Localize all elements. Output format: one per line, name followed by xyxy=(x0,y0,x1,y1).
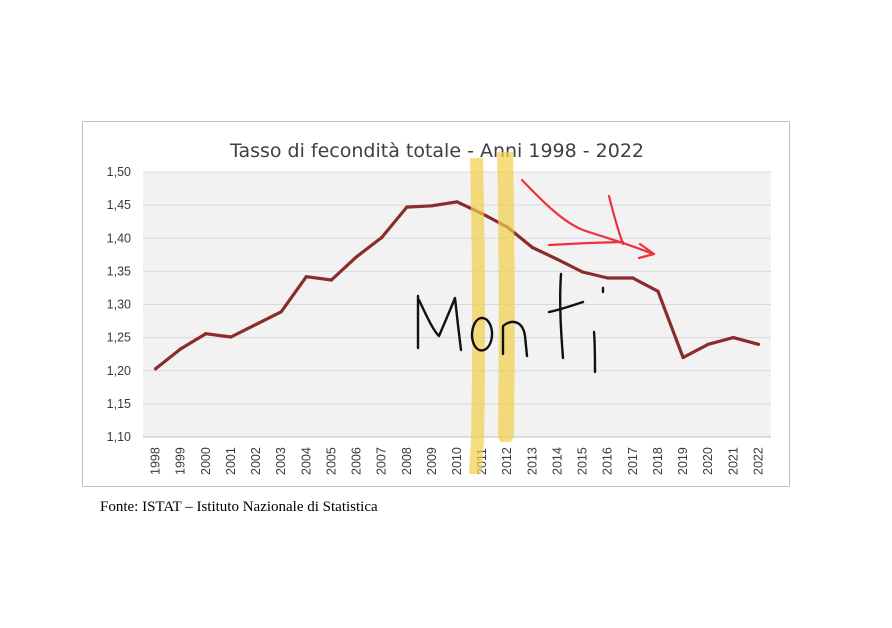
y-tick-label: 1,20 xyxy=(107,364,131,378)
x-tick-label: 1998 xyxy=(149,447,163,475)
handwritten-monti-stroke xyxy=(558,272,565,360)
chart-frame: 1,10 1,15 1,20 1,25 1,30 1,35 1,40 1,45 1,50 199… xyxy=(82,121,790,487)
highlight-stroke-2012 xyxy=(497,152,515,442)
y-tick-label: 1,30 xyxy=(107,298,131,312)
data-point xyxy=(530,245,534,250)
red-arrow-stroke xyxy=(607,194,625,246)
gridlines xyxy=(143,171,771,438)
data-point xyxy=(455,200,459,204)
x-tick-label: 2000 xyxy=(199,447,213,475)
x-tick-label: 2022 xyxy=(751,447,765,475)
data-point xyxy=(229,335,233,339)
handwritten-monti-stroke xyxy=(592,330,597,374)
handwritten-monti-stroke xyxy=(417,296,463,352)
x-tick-label: 2020 xyxy=(701,447,715,475)
data-point xyxy=(681,355,685,360)
y-tick-label: 1,35 xyxy=(107,264,131,278)
handwritten-annotations xyxy=(416,152,656,474)
x-tick-label: 2017 xyxy=(626,447,640,475)
x-tick-label: 2021 xyxy=(726,447,740,475)
x-tick-label: 2014 xyxy=(550,447,564,475)
red-arrow-stroke xyxy=(547,240,625,247)
x-tick-label: 2001 xyxy=(224,447,238,475)
data-point xyxy=(380,235,384,240)
y-tick-labels: 1,10 1,15 1,20 1,25 1,30 1,35 1,40 1,45 1,50 xyxy=(107,165,131,444)
data-point xyxy=(405,205,409,209)
x-tick-label: 2018 xyxy=(651,447,665,475)
y-tick-label: 1,25 xyxy=(107,331,131,345)
x-tick-label: 2015 xyxy=(576,447,590,475)
y-tick-label: 1,10 xyxy=(107,430,131,444)
data-point xyxy=(555,257,560,262)
data-point xyxy=(706,342,710,346)
x-tick-label: 2009 xyxy=(425,447,439,475)
x-tick-label: 2003 xyxy=(274,447,288,475)
data-point xyxy=(631,276,635,280)
y-tick-label: 1,40 xyxy=(107,231,131,245)
x-tick-label: 2013 xyxy=(525,447,539,475)
data-point xyxy=(354,255,359,259)
x-tick-label: 2007 xyxy=(375,447,389,475)
x-tick-label: 2006 xyxy=(350,447,364,475)
y-tick-label: 1,50 xyxy=(107,165,131,179)
data-point xyxy=(254,322,258,326)
x-tick-label: 2010 xyxy=(450,447,464,475)
x-tick-label: 1999 xyxy=(174,447,188,475)
x-tick-label: 2012 xyxy=(500,447,514,475)
handwritten-monti-stroke xyxy=(547,300,585,314)
data-point xyxy=(756,342,761,346)
data-point xyxy=(304,275,308,279)
y-tick-label: 1,45 xyxy=(107,198,131,212)
data-point xyxy=(606,276,610,280)
x-tick-label: 2002 xyxy=(249,447,263,475)
x-tick-labels: 1998 1999 2000 2001 2002 2003 2004 2005 2006 2007… xyxy=(149,447,766,475)
y-tick-label: 1,15 xyxy=(107,397,131,411)
x-tick-label: 2004 xyxy=(299,447,313,475)
x-tick-label: 2008 xyxy=(400,447,414,475)
handwritten-monti-stroke xyxy=(470,316,494,352)
chart-title: Tasso di fecondità totale - Anni 1998 - … xyxy=(229,140,644,162)
handwritten-monti-stroke xyxy=(501,320,529,358)
data-point xyxy=(153,367,158,371)
data-point xyxy=(279,310,283,314)
x-tick-label: 2005 xyxy=(324,447,338,475)
highlight-stroke-2011 xyxy=(469,158,486,474)
x-tick-label: 2019 xyxy=(676,447,690,475)
data-point xyxy=(179,347,183,351)
x-tick-label: 2016 xyxy=(601,447,615,475)
data-point xyxy=(329,278,333,282)
data-point xyxy=(204,332,208,336)
red-arrow-stroke xyxy=(637,242,656,260)
data-point xyxy=(581,270,585,274)
data-point xyxy=(656,289,660,293)
source-note: Fonte: ISTAT – Istituto Nazionale di Sta… xyxy=(100,499,378,515)
red-arrow-stroke xyxy=(520,178,655,256)
data-point xyxy=(731,336,735,340)
data-point xyxy=(430,204,434,208)
chart-svg: 1,10 1,15 1,20 1,25 1,30 1,35 1,40 1,45 1,50 199… xyxy=(107,140,771,475)
